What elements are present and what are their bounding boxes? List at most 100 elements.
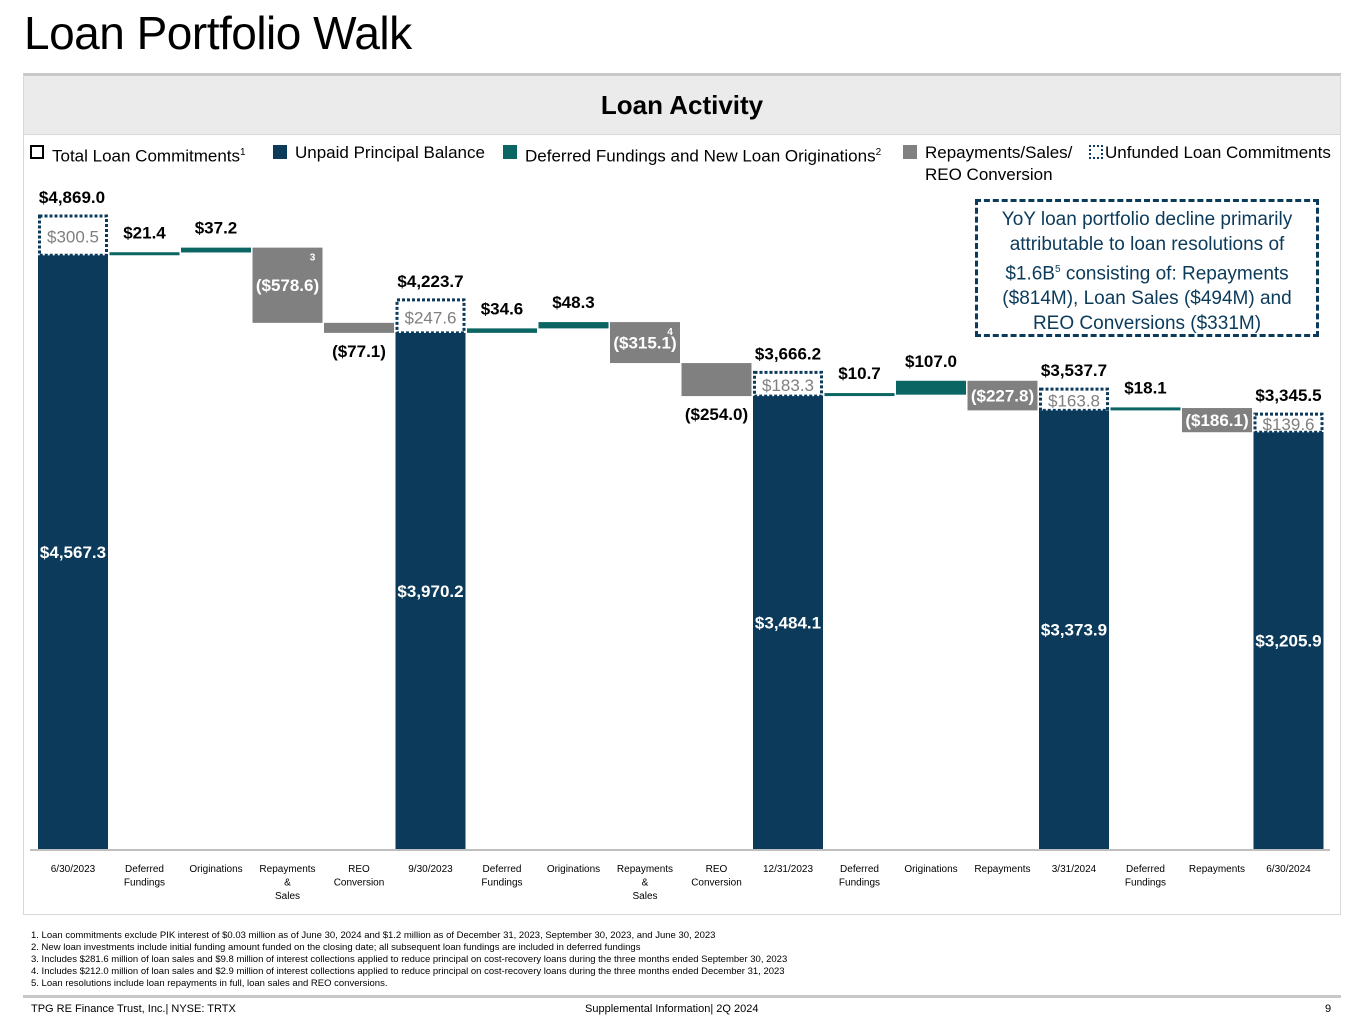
- funding-label: $18.1: [1124, 378, 1167, 397]
- unfunded-label: $300.5: [47, 228, 99, 247]
- page-title: Loan Portfolio Walk: [24, 7, 412, 59]
- bar-upb: [1039, 410, 1109, 849]
- bar-funding: [896, 380, 966, 395]
- x-tick-label: 9/30/2023: [408, 864, 453, 875]
- bar-unfunded: [38, 214, 108, 257]
- x-tick-label: Deferred: [1126, 864, 1165, 875]
- legend-label-upb: Unpaid Principal Balance: [295, 143, 485, 162]
- footer-center: Supplemental Information| 2Q 2024: [585, 1003, 759, 1015]
- bar-upb: [395, 332, 466, 849]
- x-tick-label: REO: [348, 864, 370, 875]
- legend-swatch-fundings: [503, 145, 517, 159]
- callout-line-2: attributable to loan resolutions of: [1009, 234, 1285, 255]
- legend-swatch-repayments: [903, 145, 917, 159]
- callout-line-5: REO Conversions ($331M): [1032, 313, 1262, 335]
- funding-label: $107.0: [905, 352, 957, 371]
- legend-swatch-total: [30, 145, 44, 159]
- x-tick-label: 12/31/2023: [763, 864, 813, 875]
- repayment-label: ($315.1): [613, 334, 676, 353]
- footnote-marker: 3: [310, 253, 316, 264]
- unfunded-label: $183.3: [762, 376, 814, 395]
- funding-label: $48.3: [552, 293, 595, 312]
- bar-repayment: [681, 363, 752, 397]
- x-tick-label: Sales: [275, 891, 300, 902]
- footnote-3: 3. Includes $281.6 million of loan sales…: [31, 954, 788, 965]
- footer-page-number: 9: [1325, 1003, 1332, 1015]
- x-tick-label: &: [642, 878, 649, 889]
- legend-repayments: Repayments/Sales/REO Conversion: [903, 142, 1072, 186]
- x-tick-label: Deferred: [125, 864, 164, 875]
- x-tick-label: Repayments: [1189, 864, 1245, 875]
- unfunded-label: $139.6: [1263, 415, 1315, 434]
- total-label: $4,223.7: [397, 272, 463, 291]
- legend-label-repayments: Repayments/Sales/REO Conversion: [925, 143, 1073, 184]
- bar-unfunded: [1253, 412, 1324, 434]
- footnote-2: 2. New loan investments include initial …: [31, 942, 641, 953]
- x-tick-label: Repayments: [617, 864, 673, 875]
- x-tick-label: 6/30/2024: [1266, 864, 1311, 875]
- callout-line-4: ($814M), Loan Sales ($494M) and: [1002, 288, 1292, 310]
- callout-line-1: YoY loan portfolio decline primarily: [1001, 209, 1293, 230]
- panel-title: Loan Activity: [600, 90, 764, 120]
- x-tick-label: Originations: [904, 864, 957, 875]
- upb-label: $3,970.2: [397, 582, 463, 601]
- x-tick-label: Conversion: [334, 878, 385, 889]
- funding-label: $34.6: [481, 299, 524, 318]
- bar-funding: [824, 393, 895, 397]
- x-tick-label: Sales: [632, 891, 657, 902]
- x-tick-label: Repayments: [259, 864, 315, 875]
- x-tick-label: Fundings: [124, 878, 165, 889]
- bar-funding: [467, 328, 537, 333]
- x-tick-label: REO: [706, 864, 728, 875]
- bar-upb: [753, 396, 823, 849]
- x-tick-label: 6/30/2023: [51, 864, 96, 875]
- repayment-label: ($186.1): [1185, 411, 1248, 430]
- bar-upb: [38, 255, 108, 850]
- x-tick-label: Fundings: [839, 878, 880, 889]
- funding-label: $10.7: [838, 364, 881, 383]
- x-tick-label: Originations: [547, 864, 600, 875]
- bar-repayment: [610, 322, 680, 364]
- footnote-marker: 4: [667, 327, 673, 338]
- callout-line-3: $1.6B5 consisting of: Repayments: [1005, 263, 1289, 285]
- bar-funding: [181, 247, 251, 253]
- bar-repayment: [967, 380, 1038, 411]
- repayment-label: ($254.0): [685, 405, 748, 424]
- footer-company: TPG RE Finance Trust, Inc.| NYSE: TRTX: [31, 1003, 236, 1015]
- legend-unfunded: Unfunded Loan Commitments: [1089, 142, 1331, 164]
- repayment-label: ($77.1): [332, 342, 386, 361]
- footnotes: 1. Loan commitments exclude PIK interest…: [31, 930, 787, 990]
- legend-swatch-upb: [273, 145, 287, 159]
- x-tick-label: Deferred: [840, 864, 879, 875]
- repayment-label: ($227.8): [971, 387, 1034, 406]
- funding-label: $37.2: [195, 219, 238, 238]
- legend-label-fundings: Deferred Fundings and New Loan Originati…: [525, 146, 882, 166]
- bar-unfunded: [395, 298, 466, 335]
- repayment-label: ($578.6): [256, 276, 319, 295]
- x-tick-label: Fundings: [481, 878, 522, 889]
- footnote-4: 4. Includes $212.0 million of loan sales…: [31, 966, 785, 977]
- legend-total-commitments: Total Loan Commitments1: [30, 142, 246, 168]
- x-tick-label: &: [284, 878, 291, 889]
- footnote-5: 5. Loan resolutions include loan repayme…: [31, 978, 388, 989]
- callout-box: YoY loan portfolio decline primarily att…: [975, 199, 1319, 337]
- x-tick-label: Deferred: [483, 864, 522, 875]
- total-label: $3,345.5: [1255, 386, 1321, 405]
- legend-fundings: Deferred Fundings and New Loan Originati…: [503, 142, 881, 168]
- legend-label-total: Total Loan Commitments1: [52, 146, 246, 166]
- chart-panel: Loan Activity: [23, 73, 1341, 915]
- x-tick-label: Conversion: [691, 878, 742, 889]
- waterfall-chart: $300.5 $4,869.0 $4,567.3 6/30/2023 $21.4 Defe…: [30, 188, 1330, 902]
- upb-label: $4,567.3: [40, 543, 106, 562]
- upb-label: $3,205.9: [1255, 632, 1321, 651]
- bar-repayment: [324, 322, 394, 333]
- panel-header: Loan Activity: [24, 76, 1340, 135]
- bar-repayment: [1182, 408, 1252, 433]
- unfunded-label: $247.6: [405, 308, 457, 327]
- total-label: $3,666.2: [755, 344, 821, 363]
- bar-funding: [109, 252, 180, 256]
- upb-label: $3,484.1: [755, 614, 821, 633]
- bar-funding: [1110, 407, 1181, 411]
- bar-repayment: [252, 247, 323, 323]
- footer-divider: [23, 995, 1341, 998]
